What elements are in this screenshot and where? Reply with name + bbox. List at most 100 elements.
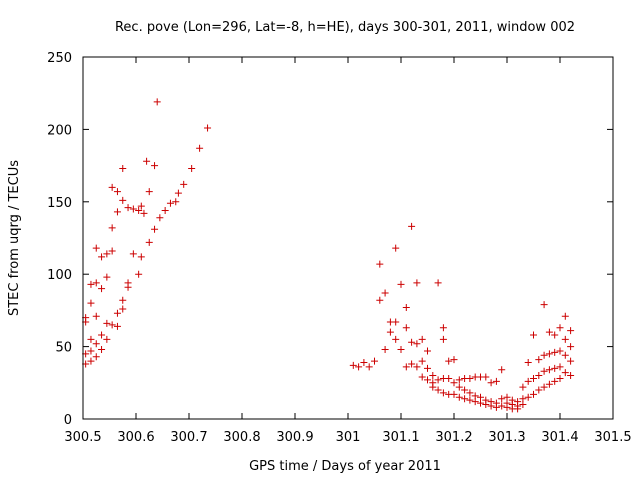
data-point (98, 285, 106, 293)
data-point (445, 357, 453, 365)
x-tick-label: 300.9 (276, 430, 313, 445)
data-point (540, 383, 548, 391)
data-point (477, 399, 484, 407)
data-point (424, 347, 431, 355)
data-point (119, 164, 127, 172)
data-point (450, 379, 458, 387)
x-tick-label: 301.3 (488, 430, 525, 445)
data-point (92, 340, 100, 348)
data-point (156, 214, 164, 222)
data-point (108, 247, 116, 255)
data-point (535, 356, 543, 364)
data-point (119, 305, 127, 313)
data-point (153, 98, 161, 106)
data-point (124, 204, 132, 212)
data-point (461, 395, 469, 403)
data-point (166, 199, 174, 207)
data-point (556, 363, 564, 371)
data-point (196, 144, 204, 152)
data-point (551, 364, 559, 372)
data-point (545, 380, 553, 388)
data-point (455, 393, 463, 401)
data-point (129, 205, 137, 213)
data-point (498, 366, 506, 374)
data-point (551, 377, 559, 385)
data-point (124, 283, 132, 291)
data-point (145, 188, 153, 196)
data-point (535, 372, 543, 380)
data-point (524, 359, 532, 367)
data-point (524, 377, 532, 385)
data-point (439, 324, 447, 332)
data-point (519, 383, 527, 391)
data-point (413, 279, 421, 287)
data-point (172, 198, 180, 206)
data-point (108, 321, 116, 329)
x-tick-label: 301.5 (594, 430, 631, 445)
data-point (360, 359, 368, 367)
data-point (471, 398, 479, 406)
data-point (530, 331, 537, 339)
data-point (551, 331, 559, 339)
data-point (514, 405, 522, 413)
data-point (567, 357, 575, 365)
data-point (402, 304, 410, 312)
data-point (482, 373, 490, 381)
data-point (556, 347, 564, 355)
data-point (408, 338, 416, 346)
data-point (397, 345, 405, 353)
data-point (413, 340, 421, 348)
data-point (87, 299, 95, 307)
data-point (140, 209, 148, 217)
data-point (545, 328, 553, 336)
data-point (439, 389, 447, 397)
data-point (397, 280, 405, 288)
data-point (535, 386, 543, 394)
data-point (87, 280, 95, 288)
data-point (561, 351, 569, 359)
data-point (450, 356, 458, 364)
data-point (92, 353, 100, 361)
data-point (530, 374, 537, 382)
data-point (113, 208, 121, 216)
data-point (434, 376, 442, 384)
data-point (418, 357, 426, 365)
data-point (204, 124, 212, 132)
data-point (530, 390, 537, 398)
data-point (540, 301, 548, 309)
data-point (545, 366, 553, 374)
x-tick-label: 300.7 (170, 430, 207, 445)
data-point (376, 296, 384, 304)
x-tick-label: 301 (336, 430, 361, 445)
data-point (466, 374, 474, 382)
data-point (487, 402, 495, 410)
data-point (567, 327, 575, 335)
y-tick-label: 100 (47, 268, 72, 283)
data-point (188, 164, 196, 172)
data-point (545, 350, 553, 358)
data-point (492, 403, 500, 411)
data-point (434, 279, 442, 287)
data-point (381, 289, 389, 297)
data-point (455, 383, 463, 391)
x-tick-label: 300.5 (64, 430, 101, 445)
data-point (392, 244, 400, 252)
data-point (386, 328, 394, 336)
data-point (365, 363, 373, 371)
data-point (135, 206, 143, 214)
data-points (82, 98, 575, 413)
y-axis-label: STEC from uqrg / TECUs (7, 160, 22, 316)
data-point (129, 250, 137, 258)
data-point (418, 335, 426, 343)
data-point (503, 403, 511, 411)
data-point (113, 188, 121, 196)
data-point (424, 376, 431, 384)
data-point (119, 196, 127, 204)
data-point (376, 260, 384, 268)
x-tick-label: 301.4 (541, 430, 578, 445)
data-point (103, 335, 111, 343)
data-point (556, 324, 564, 332)
chart-title: Rec. pove (Lon=296, Lat=-8, h=HE), days … (115, 20, 575, 35)
data-point (355, 363, 363, 371)
